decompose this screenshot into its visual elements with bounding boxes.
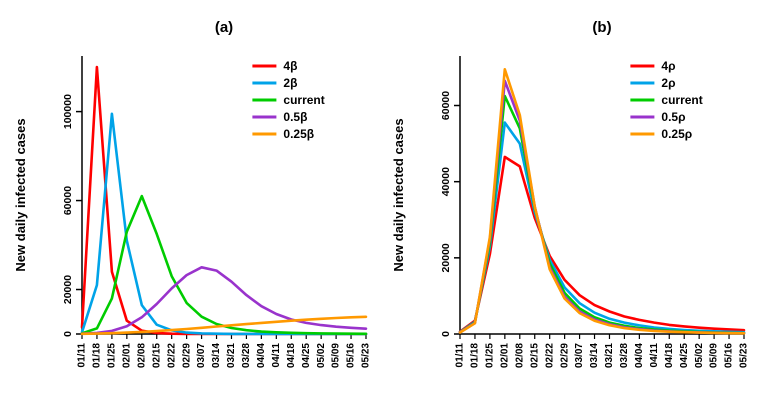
panel-title-b: (b)	[592, 19, 611, 36]
x-tick-label: 02/29	[181, 343, 192, 368]
x-tick-label: 02/29	[559, 343, 570, 368]
x-tick-label: 01/11	[455, 343, 466, 368]
x-tick-label: 03/07	[574, 343, 585, 368]
x-tick-label: 01/25	[107, 343, 118, 368]
y-axis-label: New daily infected cases	[13, 118, 28, 271]
x-tick-label: 04/04	[256, 343, 267, 368]
x-tick-label: 02/22	[166, 343, 177, 368]
legend-label: 2β	[283, 76, 297, 90]
legend-label: 4β	[283, 59, 297, 73]
chart-panel-a: (a) New daily infected cases 0 20000 60000 10…	[8, 10, 380, 402]
chart-svg-b: (b) New daily infected cases 0 20000 40000 60…	[391, 19, 750, 368]
series-line-a-0	[80, 65, 368, 336]
x-tick-label: 05/02	[694, 343, 705, 368]
x-tick-label: 02/01	[499, 343, 510, 368]
x-tick-label: 01/11	[77, 343, 88, 368]
x-tick-label: 04/11	[271, 343, 282, 368]
x-tick-label: 01/18	[470, 343, 481, 368]
chart-svg-a: (a) New daily infected cases 0 20000 60000 10…	[13, 19, 372, 368]
x-tick-label: 03/14	[211, 343, 222, 368]
x-tick-label: 04/18	[286, 343, 297, 368]
x-tick-label: 01/18	[92, 343, 103, 368]
x-tick-label: 03/07	[196, 343, 207, 368]
legend-label: current	[283, 93, 324, 107]
legend-label: 0.5β	[283, 110, 307, 124]
x-tick-label: 02/01	[121, 343, 132, 368]
chart-panel-b: (b) New daily infected cases 0 20000 40000 60…	[386, 10, 758, 402]
x-tick-label: 05/09	[331, 343, 342, 368]
y-tick-label: 60000	[440, 91, 452, 120]
series-line-b-1	[458, 121, 746, 334]
x-tick-label: 03/14	[589, 343, 600, 368]
x-tick-label: 03/28	[241, 343, 252, 368]
y-axis-label: New daily infected cases	[391, 118, 406, 271]
x-tick-label: 04/25	[301, 343, 312, 368]
y-tick-label: 20000	[62, 275, 74, 304]
x-tick-label: 04/04	[634, 343, 645, 368]
panel-title-a: (a)	[215, 19, 233, 36]
series-line-a-4	[80, 315, 368, 336]
x-tick-label: 05/23	[739, 343, 750, 368]
y-tick-label: 0	[62, 331, 74, 337]
x-tick-label: 03/21	[604, 343, 615, 368]
x-tick-label: 05/02	[316, 343, 327, 368]
x-tick-label: 02/22	[544, 343, 555, 368]
x-tick-label: 04/18	[664, 343, 675, 368]
legend-label: 0.5ρ	[661, 110, 685, 124]
x-tick-label: 05/23	[361, 343, 372, 368]
legend-label: 0.25ρ	[661, 127, 692, 141]
x-tick-label: 05/09	[709, 343, 720, 368]
series-line-b-4	[458, 68, 746, 335]
legend-label: 4ρ	[661, 59, 675, 73]
x-tick-label: 01/25	[485, 343, 496, 368]
series-line-a-3	[80, 266, 368, 335]
y-tick-label: 40000	[440, 167, 452, 196]
x-tick-label: 04/25	[679, 343, 690, 368]
legend-label: 0.25β	[283, 127, 314, 141]
y-tick-label: 0	[440, 331, 452, 337]
x-tick-label: 03/28	[619, 343, 630, 368]
legend-label: 2ρ	[661, 76, 675, 90]
y-tick-label: 100000	[62, 94, 74, 129]
x-tick-label: 02/08	[136, 343, 147, 368]
series-line-a-1	[80, 112, 368, 336]
legend-label: current	[661, 93, 702, 107]
x-tick-label: 02/15	[151, 343, 162, 368]
series-line-b-0	[458, 155, 746, 333]
y-tick-label: 60000	[62, 186, 74, 215]
x-tick-label: 05/16	[346, 343, 357, 368]
x-tick-label: 05/16	[724, 343, 735, 368]
y-tick-label: 20000	[440, 243, 452, 272]
x-tick-label: 03/21	[226, 343, 237, 368]
x-tick-label: 02/15	[529, 343, 540, 368]
x-tick-label: 04/11	[649, 343, 660, 368]
x-tick-label: 02/08	[514, 343, 525, 368]
